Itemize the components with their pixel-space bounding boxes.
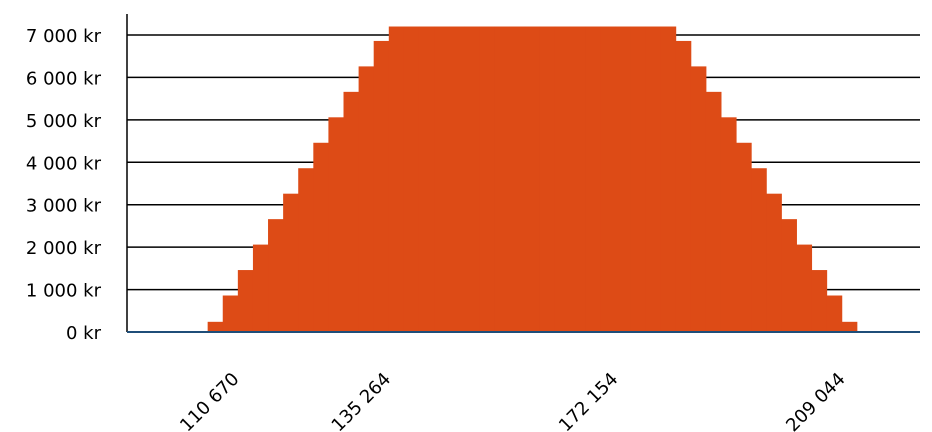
bar-41: [766, 193, 782, 332]
x-tick-labels: 110 670 135 264 172 154 209 044: [176, 369, 850, 432]
x-tick-label-0: 110 670: [176, 369, 243, 432]
bar-37: [705, 91, 722, 333]
bar-35: [675, 40, 692, 332]
bar-8: [268, 219, 284, 332]
bar-29: [585, 26, 601, 333]
x-tick-label-3: 209 044: [782, 369, 849, 432]
bar-9: [283, 193, 299, 332]
bar-27: [554, 26, 571, 333]
bar-31: [615, 26, 631, 333]
bar-33: [645, 26, 662, 333]
bar-6: [237, 270, 254, 332]
x-tick-label-2: 172 154: [555, 369, 622, 432]
bar-13: [343, 91, 360, 333]
y-tick-label-5: 5 000 kr: [26, 111, 102, 132]
bar-38: [720, 117, 737, 332]
bar-28: [569, 26, 586, 333]
bar-45: [826, 295, 843, 332]
bar-34: [660, 26, 677, 333]
bar-43: [796, 244, 813, 332]
bar-23: [494, 26, 511, 333]
bar-30: [600, 26, 616, 333]
bar-4: [207, 321, 224, 332]
bar-20: [449, 26, 465, 333]
bars: [207, 26, 858, 333]
y-tick-label-0: 0 kr: [66, 323, 102, 344]
bar-36: [690, 66, 707, 332]
bar-11: [313, 142, 330, 332]
bar-18: [418, 26, 435, 333]
bar-15: [373, 40, 390, 332]
bar-14: [358, 66, 375, 332]
bar-7: [252, 244, 269, 332]
y-tick-labels: 0 kr 1 000 kr 2 000 kr 3 000 kr 4 000 kr 5 00…: [26, 26, 102, 344]
bar-16: [388, 26, 405, 333]
bar-22: [479, 26, 496, 333]
y-tick-label-4: 4 000 kr: [26, 153, 102, 174]
y-tick-label-1: 1 000 kr: [26, 281, 102, 302]
y-tick-label-3: 3 000 kr: [26, 196, 102, 217]
x-tick-label-1: 135 264: [328, 369, 395, 432]
bar-46: [841, 321, 858, 332]
y-tick-label-7: 7 000 kr: [26, 26, 102, 47]
bar-17: [403, 26, 420, 333]
bar-42: [781, 219, 797, 332]
bar-21: [464, 26, 480, 333]
bar-40: [751, 168, 767, 332]
bar-25: [524, 26, 541, 333]
bar-26: [539, 26, 556, 333]
y-tick-label-2: 2 000 kr: [26, 238, 102, 259]
y-tick-label-6: 6 000 kr: [26, 68, 102, 89]
bar-19: [434, 26, 450, 333]
bar-24: [509, 26, 526, 333]
bar-44: [811, 270, 828, 332]
bar-32: [630, 26, 647, 333]
bar-12: [328, 117, 345, 332]
bar-39: [735, 142, 752, 332]
bar-5: [222, 295, 239, 332]
bar-10: [298, 168, 314, 332]
